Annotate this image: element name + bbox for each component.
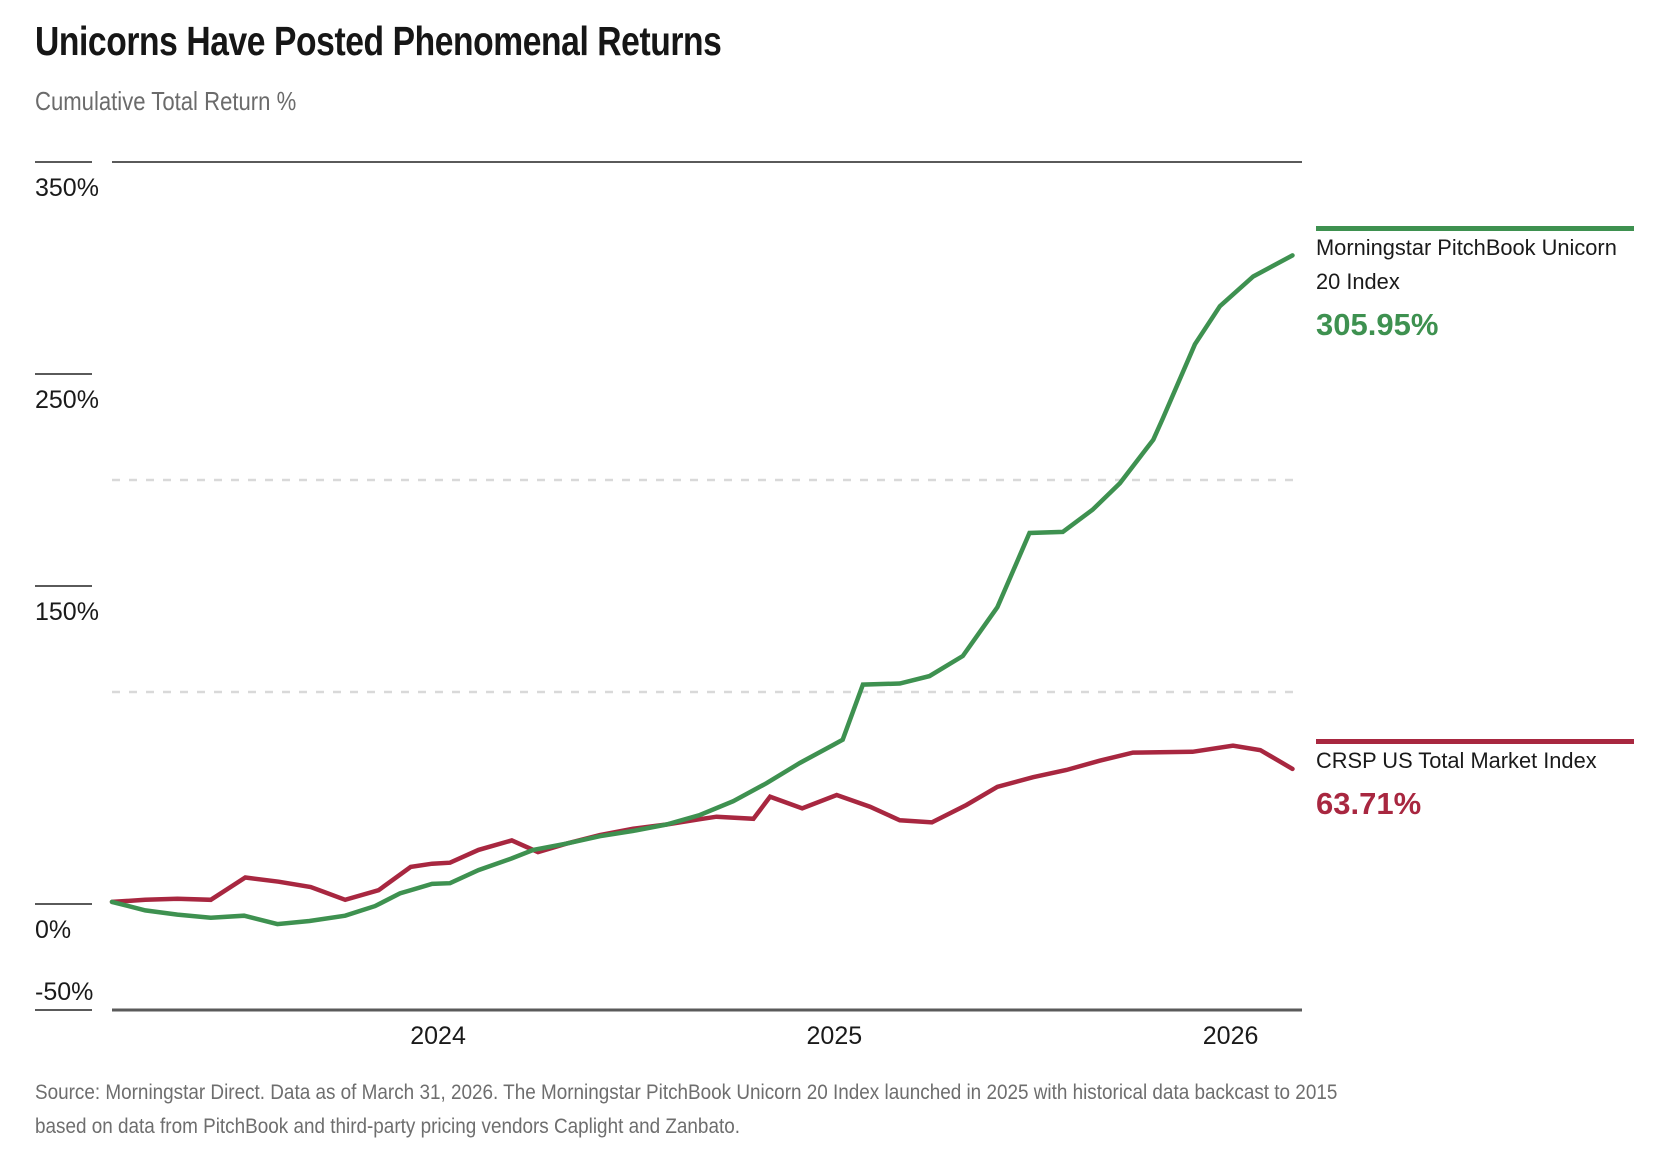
crsp-series-value: 63.71% (1316, 786, 1422, 821)
source-note-line1: Source: Morningstar Direct. Data as of M… (35, 1081, 1338, 1104)
legend-crsp-index: CRSP US Total Market Index 63.71% (1316, 739, 1656, 822)
y-tick-label--50: -50% (35, 978, 93, 1006)
x-tick-label-2025: 2025 (807, 1022, 863, 1050)
crsp-series-label: CRSP US Total Market Index (1316, 748, 1597, 773)
source-note: Source: Morningstar Direct. Data as of M… (35, 1076, 1337, 1144)
source-note-line2: based on data from PitchBook and third-p… (35, 1115, 740, 1138)
y-tick-label-250: 250% (35, 386, 99, 414)
y-tick-label-350: 350% (35, 174, 99, 202)
legend-unicorn-index: Morningstar PitchBook Unicorn 20 Index 3… (1316, 226, 1656, 343)
unicorn-series-label-line2: 20 Index (1316, 269, 1400, 294)
y-tick-label-0: 0% (35, 916, 71, 944)
unicorn-series-swatch-line (1316, 226, 1634, 231)
series-line-crsp (109, 743, 1295, 905)
y-tick-label-150: 150% (35, 598, 99, 626)
series-line-unicorn (109, 253, 1295, 927)
x-tick-label-2024: 2024 (410, 1022, 466, 1050)
crsp-series-swatch-line (1316, 739, 1634, 744)
x-tick-label-2026: 2026 (1203, 1022, 1259, 1050)
chart-subtitle: Cumulative Total Return % (35, 86, 297, 116)
unicorn-series-label-line1: Morningstar PitchBook Unicorn (1316, 235, 1617, 260)
chart-title: Unicorns Have Posted Phenomenal Returns (35, 18, 722, 64)
unicorn-series-value: 305.95% (1316, 307, 1439, 342)
